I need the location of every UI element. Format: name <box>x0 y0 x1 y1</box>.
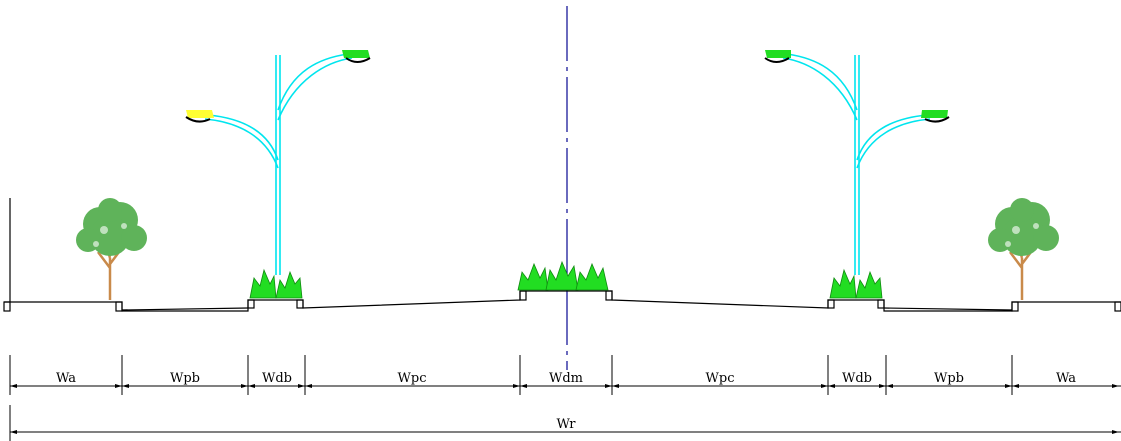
label-wa-left: Wa <box>56 371 76 386</box>
tree-left <box>76 198 147 300</box>
lamp-head-right-lower <box>921 110 950 123</box>
street-lamp-left <box>204 53 353 275</box>
street-lamp-right <box>782 53 931 275</box>
label-wpc-right: Wpc <box>706 371 735 386</box>
label-wdm: Wdm <box>549 371 583 386</box>
dimension-total-arrows <box>10 430 1119 434</box>
road-surface <box>3 198 1121 312</box>
label-wdb-right: Wdb <box>842 371 872 386</box>
shrub-left-divider <box>249 268 303 299</box>
dimension-arrows <box>10 384 1119 388</box>
lamp-head-left-lower <box>185 110 214 123</box>
shrub-median <box>517 260 609 291</box>
tree-right <box>988 198 1059 300</box>
lamp-head-left-upper <box>342 50 371 63</box>
label-wpb-right: Wpb <box>934 371 964 386</box>
label-wdb-left: Wdb <box>262 371 292 386</box>
label-wr-total: Wr <box>557 417 577 432</box>
label-wa-right: Wa <box>1056 371 1076 386</box>
label-wpb-left: Wpb <box>170 371 200 386</box>
dimension-row-segments <box>9 355 1121 395</box>
lamp-head-right-upper <box>764 50 791 63</box>
label-wpc-left: Wpc <box>398 371 427 386</box>
dimension-row-total <box>9 405 1121 441</box>
shrub-right-divider <box>829 268 883 299</box>
